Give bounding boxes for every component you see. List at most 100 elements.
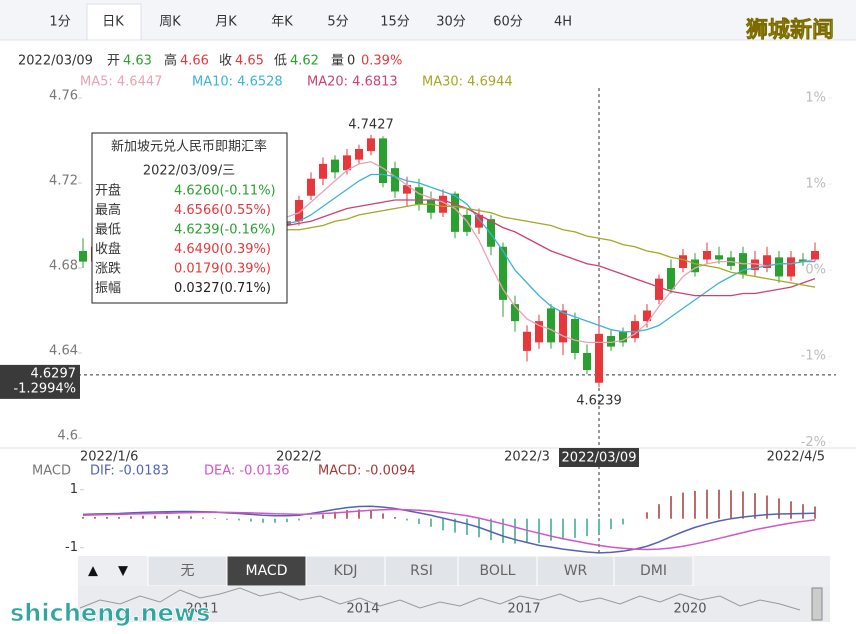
- navigator-year: 2017: [507, 602, 540, 617]
- candle-body: [319, 163, 327, 179]
- ma-line: [275, 199, 816, 297]
- tooltip-title: 新加坡元兑人民币即期汇率: [111, 139, 267, 155]
- period-tab[interactable]: 年K: [271, 15, 293, 30]
- high-annotation: 4.7427: [348, 117, 394, 132]
- watermark-top: 狮城新闻: [746, 17, 834, 43]
- candle-body: [571, 319, 579, 353]
- info-label: 高: [164, 53, 177, 69]
- candle-body: [751, 259, 759, 271]
- candle-body: [679, 255, 687, 268]
- indicator-tab-bg[interactable]: [147, 555, 228, 587]
- navigator: [78, 586, 830, 622]
- indicator-tab[interactable]: BOLL: [480, 563, 516, 579]
- x-tick-label: 2022/1/6: [80, 450, 138, 465]
- info-high: 4.66: [180, 54, 209, 69]
- period-tab[interactable]: 周K: [159, 15, 181, 30]
- y-tick-label: 4.6: [57, 429, 78, 444]
- indicator-tab[interactable]: WR: [564, 563, 588, 579]
- tooltip-key: 最高: [95, 202, 121, 218]
- indicator-tab[interactable]: MACD: [246, 563, 288, 579]
- crosshair-date-box: [559, 448, 639, 467]
- y-tick-label: 4.64: [49, 344, 78, 359]
- candle-body: [307, 178, 315, 196]
- navigator-year: 2020: [673, 602, 706, 617]
- candle-body: [787, 257, 795, 277]
- indicator-tab[interactable]: KDJ: [333, 563, 357, 579]
- macd-line: [82, 508, 816, 551]
- candle-body: [631, 321, 639, 339]
- tooltip-value: 0.0179(0.39%): [174, 262, 271, 277]
- info-close: 4.65: [235, 54, 264, 69]
- ma-line: [274, 203, 816, 288]
- indicator-tab-bg[interactable]: [384, 555, 459, 587]
- indicator-tab[interactable]: DMI: [640, 563, 667, 579]
- y2-tick-label: 0%: [805, 263, 826, 278]
- candle-body: [703, 251, 711, 260]
- candle-body: [295, 200, 303, 222]
- ma-line: [274, 161, 816, 344]
- candle-body: [439, 195, 447, 213]
- candle-body: [559, 310, 567, 343]
- candle-body: [763, 255, 771, 268]
- indicator-tab[interactable]: RSI: [410, 563, 433, 579]
- y-tick-label: 4.68: [49, 259, 78, 274]
- period-tab[interactable]: 60分: [493, 15, 523, 30]
- navigator-line: [79, 587, 801, 611]
- candle-body: [511, 304, 519, 322]
- candle-body: [379, 138, 387, 183]
- period-tab[interactable]: 30分: [436, 15, 466, 30]
- indicator-tab-bg[interactable]: [613, 555, 694, 587]
- navigator-year: 2011: [185, 602, 218, 617]
- crosshair-price: 4.6297: [31, 366, 77, 381]
- macd-title: MACD: [32, 464, 71, 479]
- candle-body: [715, 255, 723, 260]
- period-tab[interactable]: 1分: [49, 15, 70, 30]
- candle-body: [523, 331, 531, 351]
- period-tab[interactable]: 日K: [102, 15, 124, 30]
- period-tab[interactable]: 4H: [554, 15, 572, 30]
- info-change: 0.39%: [361, 54, 402, 69]
- tooltip-value: 4.6260(-0.11%): [174, 184, 276, 199]
- candle-body: [391, 168, 399, 192]
- legend-entry: MA5: 4.6447: [80, 75, 162, 90]
- tooltip-box: [91, 132, 288, 304]
- y-tick-label: -1: [65, 540, 78, 555]
- scroll-button[interactable]: ▲: [88, 564, 98, 579]
- candle-body: [811, 251, 819, 260]
- tooltip-value: 0.0327(0.71%): [174, 281, 271, 296]
- candle-body: [487, 219, 495, 247]
- navigator-handle[interactable]: [811, 587, 823, 621]
- tooltip-date: 2022/03/09/三: [143, 164, 235, 179]
- candle-body: [643, 310, 651, 322]
- period-tab[interactable]: 15分: [380, 15, 410, 30]
- info-label: 开: [107, 54, 120, 69]
- indicator-tab-bg[interactable]: [226, 555, 307, 587]
- tooltip: 新加坡元兑人民币即期汇率 2022/03/09/三 开盘 4.6260(-0.11…: [91, 132, 288, 304]
- scroll-button[interactable]: ▼: [118, 564, 128, 579]
- x-tick-label: 2022/2: [276, 450, 322, 465]
- candle-body: [355, 149, 363, 160]
- candle-body: [799, 259, 807, 262]
- indicator-tab-bg[interactable]: [457, 555, 538, 587]
- watermark-bottom: shicheng.news: [10, 599, 210, 627]
- candle-body: [343, 155, 351, 171]
- legend-entry: MA30: 4.6944: [422, 75, 513, 90]
- info-label: 量: [331, 54, 344, 69]
- y-tick-label: 4.72: [49, 174, 78, 189]
- indicator-tab-bg[interactable]: [536, 555, 615, 587]
- info-low: 4.62: [290, 54, 319, 69]
- candle-body: [79, 251, 87, 262]
- tooltip-value: 4.6239(-0.16%): [174, 223, 276, 238]
- legend-entry: MA20: 4.6813: [307, 75, 398, 90]
- candle-body: [331, 159, 339, 173]
- period-tab[interactable]: 月K: [215, 15, 237, 30]
- candle-body: [667, 268, 675, 290]
- candle-body: [619, 331, 627, 343]
- candle-body: [403, 185, 411, 194]
- period-tab[interactable]: 5分: [327, 15, 348, 30]
- legend-entry: DIF: -0.0183: [90, 464, 169, 479]
- tooltip-value: 4.6566(0.55%): [174, 203, 271, 218]
- crosshair-price-box: [0, 364, 80, 399]
- indicator-tab[interactable]: 无: [181, 563, 195, 579]
